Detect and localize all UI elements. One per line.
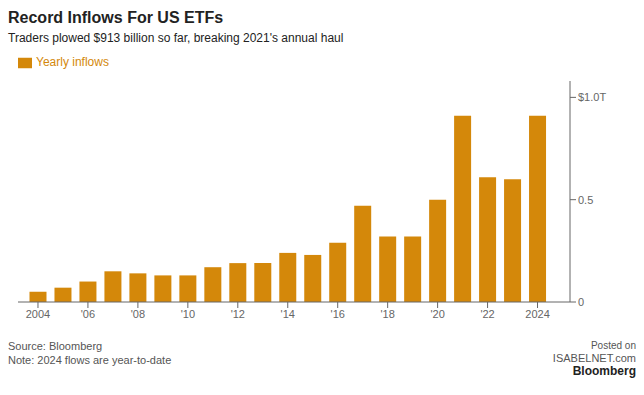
svg-text:'20: '20 (430, 308, 444, 320)
html-text:Yearly inflows: Yearly inflows (36, 55, 109, 69)
svg-text:'06: '06 (81, 308, 95, 320)
html-text:Posted on: Posted on (591, 340, 636, 351)
html-text:Bloomberg: Bloomberg (572, 364, 636, 378)
html-text:ISABELNET.com: ISABELNET.com (552, 352, 636, 364)
svg-text:'16: '16 (331, 308, 345, 320)
svg-text:'14: '14 (281, 308, 295, 320)
svg-text:'18: '18 (380, 308, 394, 320)
html-text:Source: Bloomberg: Source: Bloomberg (8, 340, 103, 352)
svg-text:'12: '12 (231, 308, 245, 320)
svg-text:'22: '22 (480, 308, 494, 320)
svg-text:0.5: 0.5 (578, 194, 593, 206)
html-text:Record Inflows For US ETFs: Record Inflows For US ETFs (8, 9, 224, 26)
svg-text:$1.0T: $1.0T (578, 91, 606, 103)
svg-text:2024: 2024 (525, 308, 549, 320)
svg-text:2004: 2004 (26, 308, 50, 320)
svg-text:'10: '10 (181, 308, 195, 320)
svg-text:'08: '08 (131, 308, 145, 320)
svg-text:0: 0 (578, 296, 584, 308)
html-text:Note: 2024 flows are year-to-d: Note: 2024 flows are year-to-date (8, 354, 172, 366)
html-text:Traders plowed $913 billion so: Traders plowed $913 billion so far, brea… (8, 31, 344, 45)
